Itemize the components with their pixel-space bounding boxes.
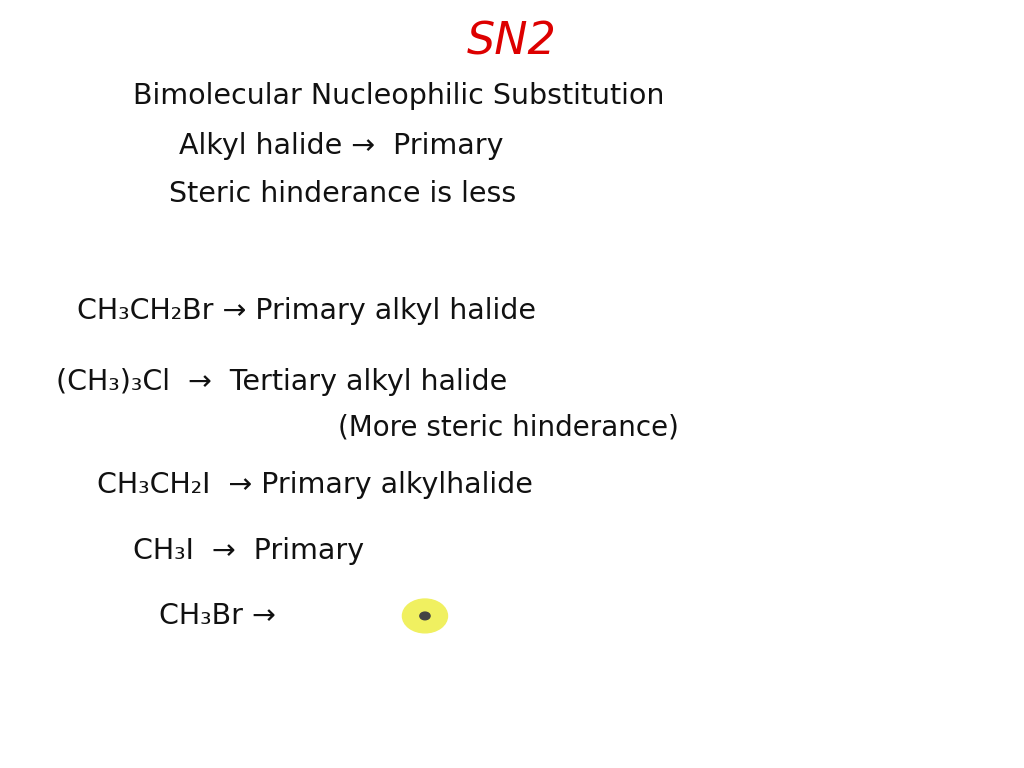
- Text: Alkyl halide →  Primary: Alkyl halide → Primary: [179, 132, 504, 160]
- Text: SN2: SN2: [467, 21, 557, 64]
- Text: CH₃CH₂Br → Primary alkyl halide: CH₃CH₂Br → Primary alkyl halide: [77, 297, 536, 325]
- Text: CH₃I  →  Primary: CH₃I → Primary: [133, 537, 365, 564]
- Text: Steric hinderance is less: Steric hinderance is less: [169, 180, 516, 207]
- Circle shape: [402, 599, 447, 633]
- Text: CH₃CH₂I  → Primary alkylhalide: CH₃CH₂I → Primary alkylhalide: [97, 472, 534, 499]
- Text: Bimolecular Nucleophilic Substitution: Bimolecular Nucleophilic Substitution: [133, 82, 665, 110]
- Text: (More steric hinderance): (More steric hinderance): [338, 414, 679, 442]
- Circle shape: [420, 612, 430, 620]
- Text: (CH₃)₃Cl  →  Tertiary alkyl halide: (CH₃)₃Cl → Tertiary alkyl halide: [56, 368, 508, 396]
- Text: CH₃Br →: CH₃Br →: [159, 602, 275, 630]
